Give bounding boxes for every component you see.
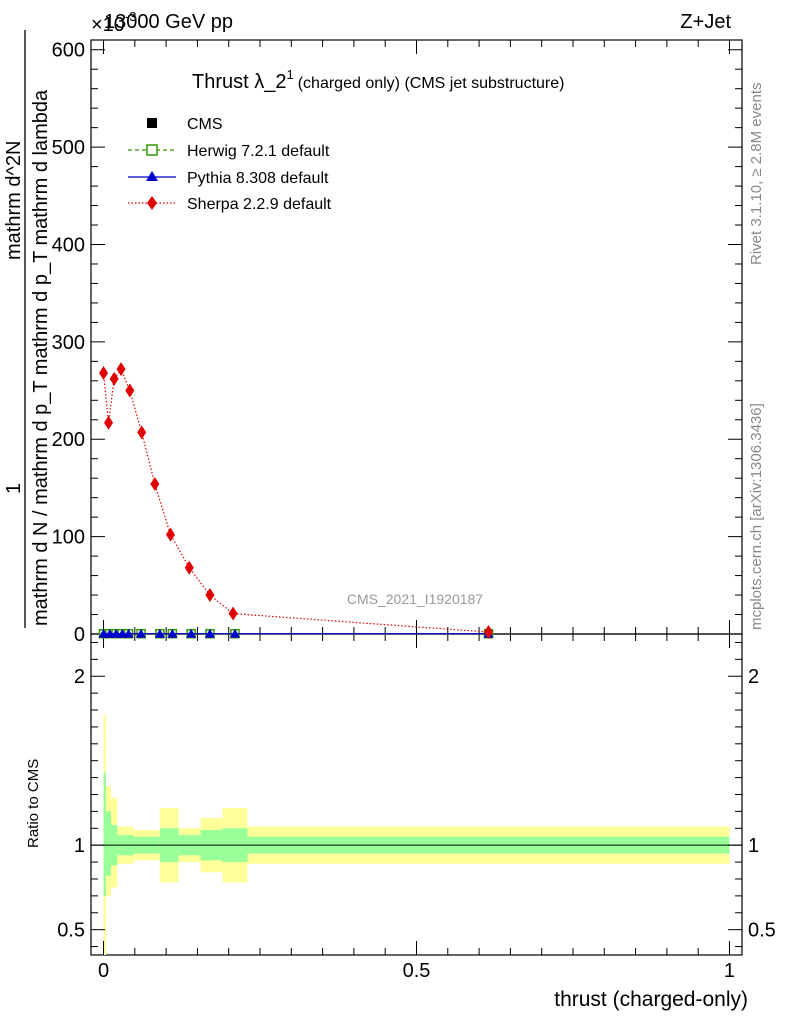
ratio-ytick-label-left: 0.5 (57, 920, 85, 942)
main-ytick-label: 600 (52, 40, 85, 62)
ratio-ytick-label-right: 1 (748, 835, 759, 857)
mcplots-label: mcplots.cern.ch [arXiv:1306.3436] (748, 403, 765, 630)
analysis-watermark: CMS_2021_I1920187 (347, 591, 483, 607)
data-point-pythia (204, 628, 215, 638)
legend-item-cms: CMS (147, 116, 223, 133)
ratio-ytick-label-right: 0.5 (748, 920, 776, 942)
legend-label-pythia: Pythia 8.308 default (187, 170, 329, 187)
data-point-sherpa (137, 425, 147, 440)
rivet-version-label: Rivet 3.1.10, ≥ 2.8M events (748, 83, 765, 266)
data-point-sherpa (125, 383, 135, 398)
ylabel-top-part: mathrm d^2N (3, 141, 25, 260)
herwig-marker-icon (146, 144, 158, 156)
data-point-sherpa (104, 415, 114, 430)
ratio-inner-band (103, 772, 107, 896)
ratio-y-axis-label: Ratio to CMS (25, 759, 42, 848)
ratio-xtick-label: 0 (98, 960, 109, 982)
ylabel-numerator: 1 (3, 483, 25, 494)
legend-item-sherpa: Sherpa 2.2.9 default (128, 196, 332, 213)
data-point-pythia (98, 628, 109, 638)
ratio-ytick-label-left: 1 (74, 835, 85, 857)
data-point-pythia (104, 628, 115, 638)
ratio-axis-ticks: 0.5 0.5 1 1 2 2 0 0.5 1 (57, 634, 776, 982)
data-point-sherpa (228, 606, 238, 621)
legend-label-sherpa: Sherpa 2.2.9 default (187, 196, 332, 213)
data-point-sherpa (184, 560, 194, 575)
main-ytick-label: 0 (74, 624, 85, 646)
legend: CMS Herwig 7.2.1 default Pythia 8.308 de… (128, 116, 332, 213)
data-point-sherpa (150, 477, 160, 492)
main-axis-ticks: 0 100 200 300 400 500 600 (52, 40, 742, 646)
legend-label-cms: CMS (187, 116, 223, 133)
legend-label-herwig: Herwig 7.2.1 default (187, 143, 330, 160)
data-point-pythia (117, 628, 128, 638)
ratio-plot-frame (90, 633, 743, 956)
data-point-pythia (167, 628, 178, 638)
main-ytick-label: 200 (52, 429, 85, 451)
main-ytick-label: 400 (52, 234, 85, 256)
main-ytick-label: 300 (52, 332, 85, 354)
data-point-pythia (123, 628, 134, 638)
main-ytick-label: 100 (52, 527, 85, 549)
main-y-axis-label: 1 mathrm d N / mathrm d p_T mathrm d p_T… (3, 30, 52, 628)
data-point-pythia (136, 628, 147, 638)
pythia-marker-icon (146, 171, 158, 181)
data-point-pythia (111, 628, 122, 638)
cms-marker-icon (147, 118, 157, 128)
ratio-ytick-label-right: 2 (748, 666, 759, 688)
main-ytick-label: 500 (52, 137, 85, 159)
data-point-sherpa (99, 366, 109, 381)
ratio-xtick-label: 0.5 (403, 960, 431, 982)
ylabel-denominator: mathrm d N / mathrm d p_T mathrm d p_T m… (30, 89, 52, 626)
data-point-pythia (229, 628, 240, 638)
ratio-bands (91, 715, 742, 955)
data-point-sherpa (116, 362, 126, 377)
data-point-sherpa (109, 371, 119, 386)
ratio-ytick-label-left: 2 (74, 666, 85, 688)
header: ×10-3 13000 GeV pp Z+Jet (91, 9, 731, 36)
data-point-pythia (154, 628, 165, 638)
ratio-inner-band (106, 811, 112, 876)
x-axis-label: thrust (charged-only) (554, 988, 748, 1011)
series-layer (98, 362, 494, 640)
energy-label: 13000 GeV pp (104, 11, 233, 33)
legend-item-pythia: Pythia 8.308 default (128, 170, 329, 187)
plot-title: Thrust λ_21(charged only) (CMS jet subst… (192, 67, 564, 93)
data-point-sherpa (483, 625, 493, 640)
process-label: Z+Jet (680, 11, 731, 33)
exponent-label: ×10-3 (91, 9, 137, 36)
sherpa-marker-icon (147, 196, 157, 210)
data-point-sherpa (205, 588, 215, 603)
ratio-xtick-label: 1 (724, 960, 735, 982)
data-point-pythia (186, 628, 197, 638)
legend-item-herwig: Herwig 7.2.1 default (128, 143, 330, 160)
data-point-sherpa (165, 527, 175, 542)
